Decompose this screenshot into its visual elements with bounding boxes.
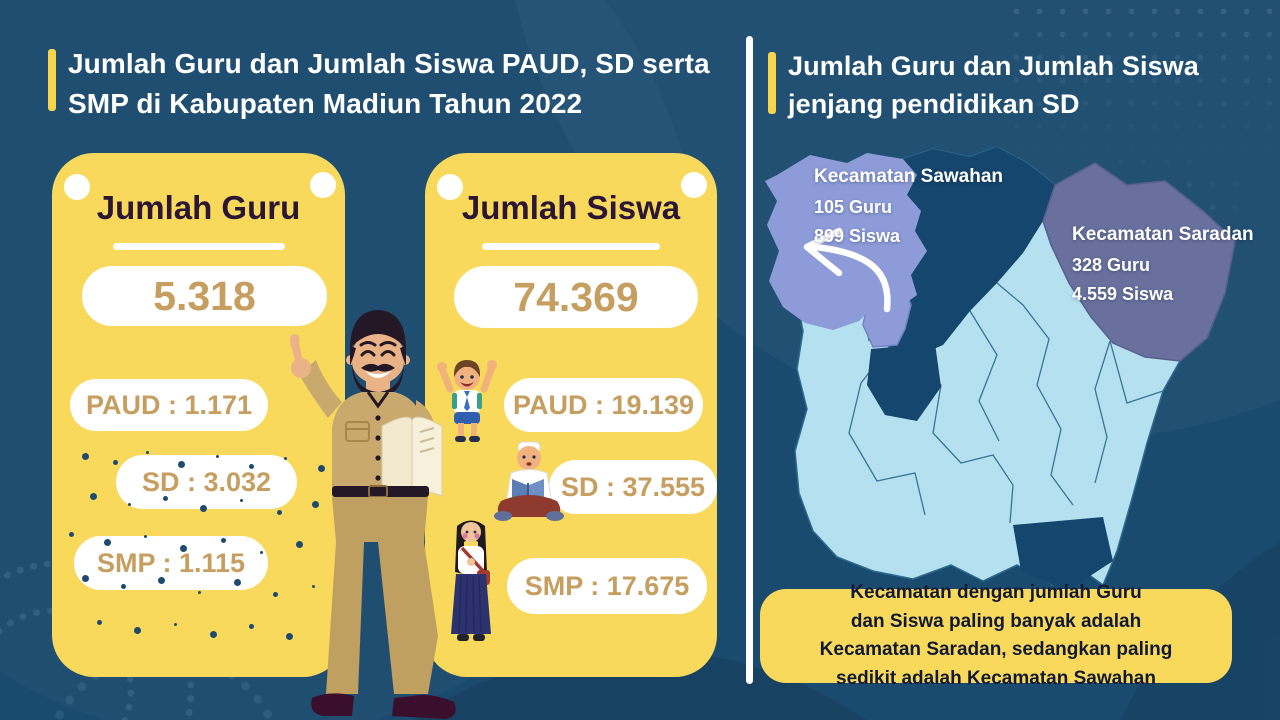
left-panel-title: Jumlah Guru dan Jumlah Siswa PAUD, SD se… — [68, 48, 710, 119]
guru-smp-pill: SMP : 1.115 — [74, 536, 268, 590]
heading-underline — [112, 243, 285, 250]
madiun-districts-map — [765, 146, 1236, 591]
guru-total-pill: 5.318 — [82, 266, 327, 326]
navy-dots-decoration — [82, 453, 89, 460]
teacher-illustration — [289, 310, 456, 719]
dot-pattern — [1005, 0, 1280, 160]
saradan-label: Kecamatan Saradan 328 Guru 4.559 Siswa — [1072, 224, 1254, 309]
map-district-saradan — [1042, 162, 1236, 362]
right-panel-title: Jumlah Guru dan Jumlah Siswa jenjang pen… — [788, 51, 1199, 120]
card-hole-decoration — [681, 172, 707, 198]
guru-sd-pill: SD : 3.032 — [116, 455, 297, 509]
card-hole-decoration — [310, 172, 336, 198]
guru-card: Jumlah Guru 5.318 PAUD : 1.171 SD : 3.03… — [52, 153, 345, 677]
cheering-boy-illustration — [437, 360, 497, 442]
sawahan-guru: 105 Guru — [814, 197, 893, 217]
map-dark-south — [1013, 517, 1113, 591]
saradan-guru: 328 Guru — [1072, 255, 1151, 275]
siswa-sd-pill: SD : 37.555 — [549, 460, 717, 514]
conclusion-note-text: Kecamatan dengan jumlah Guru dan Siswa p… — [819, 582, 1173, 689]
siswa-smp-pill: SMP : 17.675 — [507, 558, 707, 614]
saradan-name: Kecamatan Saradan — [1072, 224, 1254, 245]
map-dark-district — [867, 343, 941, 421]
title-accent-bar — [48, 49, 56, 111]
card-hole-decoration — [437, 174, 463, 200]
sawahan-label: Kecamatan Sawahan 105 Guru 899 Siswa — [814, 166, 1003, 251]
sawahan-siswa: 899 Siswa — [814, 226, 901, 246]
sawahan-name: Kecamatan Sawahan — [814, 166, 1004, 187]
siswa-paud-pill: PAUD : 19.139 — [504, 378, 703, 432]
curved-arrow-icon — [803, 227, 891, 313]
saradan-siswa: 4.559 Siswa — [1072, 284, 1174, 304]
conclusion-note-box: Kecamatan dengan jumlah Guru dan Siswa p… — [760, 582, 1232, 689]
heading-underline — [482, 243, 660, 250]
siswa-card-heading: Jumlah Siswa — [461, 189, 681, 226]
title-accent-bar — [768, 52, 776, 114]
siswa-total-pill: 74.369 — [454, 266, 698, 328]
girl-student-illustration — [451, 520, 491, 641]
guru-paud-pill: PAUD : 1.171 — [70, 379, 268, 431]
guru-card-heading: Jumlah Guru — [96, 189, 301, 226]
panel-divider — [746, 36, 753, 684]
reading-boy-illustration — [494, 441, 564, 521]
card-hole-decoration — [64, 174, 90, 200]
